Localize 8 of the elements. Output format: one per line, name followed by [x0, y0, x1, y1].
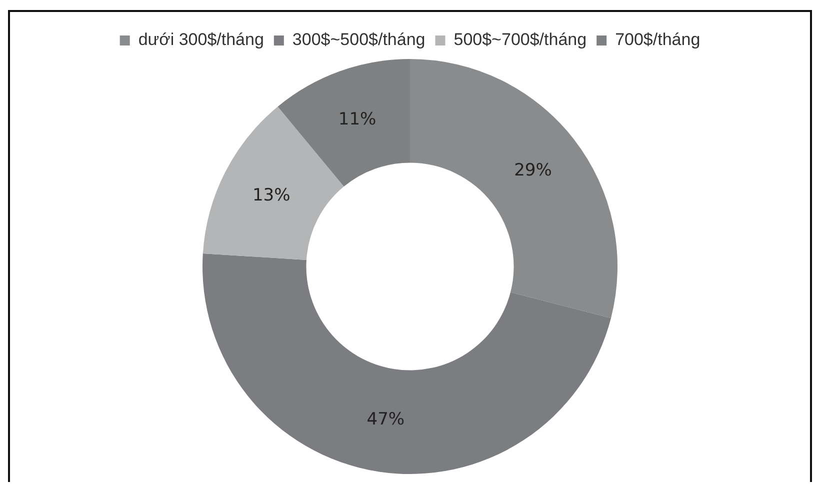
data-label: 11%: [338, 109, 376, 130]
legend-label: 700$/tháng: [615, 30, 700, 50]
legend-label: 500$~700$/tháng: [454, 30, 587, 50]
legend-label: 300$~500$/tháng: [292, 30, 426, 50]
data-label: 13%: [252, 185, 290, 206]
data-label: 47%: [366, 410, 405, 430]
legend-label: dưới 300$/tháng: [138, 30, 264, 50]
data-label: 29%: [514, 160, 552, 181]
